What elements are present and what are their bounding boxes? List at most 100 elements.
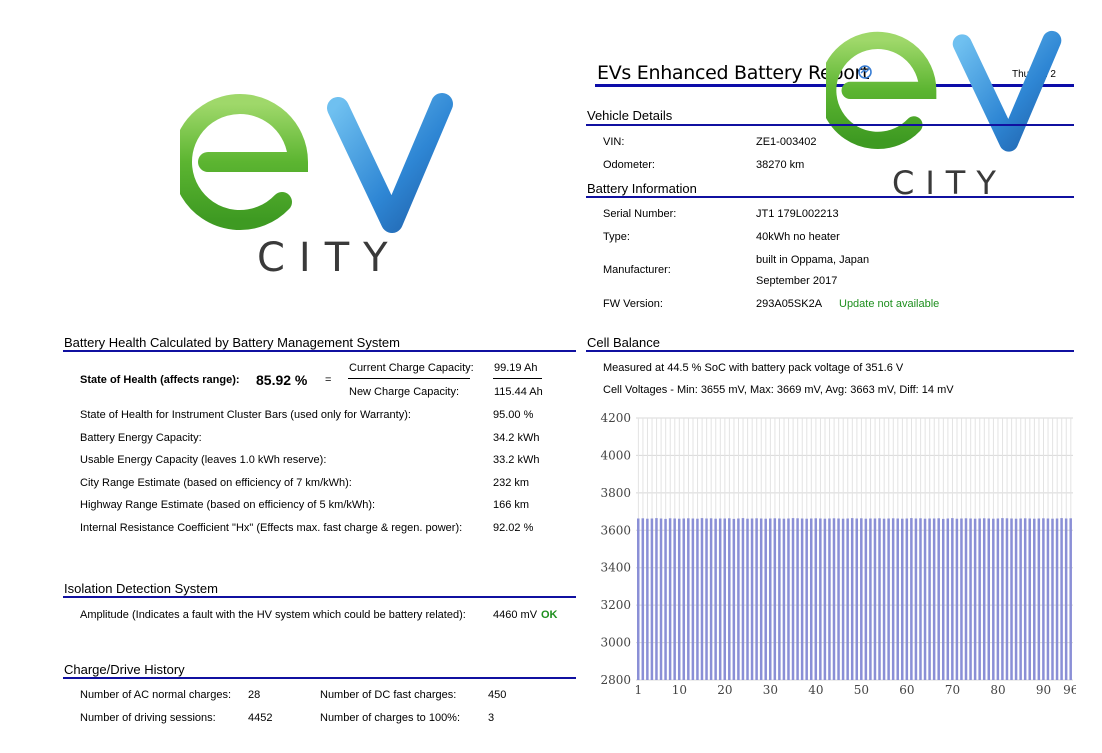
cell-bar [637,518,640,680]
cell-bar [1014,518,1018,680]
cell-bar [891,518,895,680]
health-row-label: City Range Estimate (based on efficiency… [80,477,352,489]
cell-bar [809,518,813,680]
cell-bar [882,518,886,680]
cell-balance-rule [586,350,1074,352]
refresh-icon[interactable] [857,64,873,80]
cell-bar [941,518,945,680]
cell-bar [641,518,645,680]
cell-bar [1028,518,1031,680]
y-tick-label: 4200 [600,411,631,425]
cell-bar [769,518,772,680]
x-tick-label: 90 [1036,683,1051,697]
cell-bar [1046,518,1050,680]
soh-value: 85.92 % [256,372,308,388]
x-tick-label: 40 [808,683,823,697]
cell-bar [696,518,699,680]
serial-value: JT1 179L002213 [756,208,839,220]
ev-city-logo-small: CITY [819,28,1076,208]
current-cap-label: Current Charge Capacity: [349,362,474,374]
battery-health-rule [63,350,576,352]
cell-bar [878,518,881,680]
cell-bar [869,518,872,680]
cell-bar [914,518,918,680]
cell-bar [955,518,959,680]
cell-bar [668,518,672,680]
cell-bar [705,518,708,680]
fw-value: 293A05SK2A [756,298,823,310]
cell-bar [1064,518,1068,680]
cell-bar [1033,518,1036,680]
amplitude-value: 4460 mV [493,609,538,621]
y-tick-label: 3600 [600,523,631,537]
x-tick-label: 30 [763,683,778,697]
cell-bar [1051,518,1054,680]
health-row-value: 95.00 % [493,409,534,421]
amplitude-label: Amplitude (Indicates a fault with the HV… [80,609,466,621]
cell-bar [1023,518,1027,680]
y-tick-label: 3400 [600,561,631,575]
cell-bar [782,518,786,680]
cell-bar [946,518,950,680]
cell-voltage-chart: 2800 3000 3200 3400 3600 3800 4000 4200 1 10 20 30 4… [600,411,1076,697]
cell-bar [932,518,936,680]
full-charges-value: 3 [488,712,495,724]
cell-bar [1010,518,1013,680]
cell-bar [682,518,686,680]
cell-bar [919,518,922,680]
type-value: 40kWh no heater [756,231,840,243]
cell-bar [828,518,831,680]
odometer-label: Odometer: [603,159,655,171]
x-tick-label: 1 [635,683,643,697]
cell-bar [837,518,840,680]
health-row-label: Highway Range Estimate (based on efficie… [80,499,376,511]
cell-bar [700,518,704,680]
logo-small-city-text: CITY [892,164,1007,202]
capacity-divider [348,378,470,379]
cell-bar [714,518,717,680]
cell-bar [969,518,972,680]
fw-status: Update not available [839,298,940,310]
health-row-label: Usable Energy Capacity (leaves 1.0 kWh r… [80,454,327,466]
cell-bar [823,518,827,680]
x-tick-label: 20 [717,683,732,697]
cell-bar [773,518,777,680]
cell-bar [805,518,808,680]
isolation-heading: Isolation Detection System [64,581,218,596]
cell-bar [1069,518,1072,680]
full-charges-label: Number of charges to 100%: [320,712,461,724]
history-heading: Charge/Drive History [64,662,185,677]
cell-bar [960,518,963,680]
health-row-label: Battery Energy Capacity: [80,432,202,444]
cell-bar [937,518,940,680]
cell-bar [1001,518,1004,680]
capacity-divider-value [493,378,542,379]
cell-bar [764,518,767,680]
cell-bar [778,518,781,680]
cell-bar [687,518,690,680]
vin-label: VIN: [603,136,625,148]
x-tick-label: 96 [1063,683,1076,697]
cell-bar [709,518,713,680]
cell-bar [887,518,890,680]
isolation-status: OK [541,609,558,621]
x-tick-label: 80 [990,683,1005,697]
cell-bar [1037,518,1041,680]
y-tick-label: 2800 [600,673,631,687]
cell-bar [787,518,790,680]
battery-info-heading: Battery Information [587,181,697,196]
cell-bar [987,518,991,680]
vehicle-details-rule [586,124,1074,126]
cell-measured-text: Measured at 44.5 % SoC with battery pack… [603,362,904,374]
cell-bar [1055,518,1059,680]
cell-bar [659,518,663,680]
current-cap-value: 99.19 Ah [494,362,538,374]
health-row-value: 166 km [493,499,530,511]
cell-bar [755,518,758,680]
cell-bar [650,518,654,680]
cell-bar [1005,518,1009,680]
cell-bar [664,518,667,680]
history-rule [63,677,576,679]
new-cap-label: New Charge Capacity: [349,386,460,398]
ac-charges-label: Number of AC normal charges: [80,689,232,701]
